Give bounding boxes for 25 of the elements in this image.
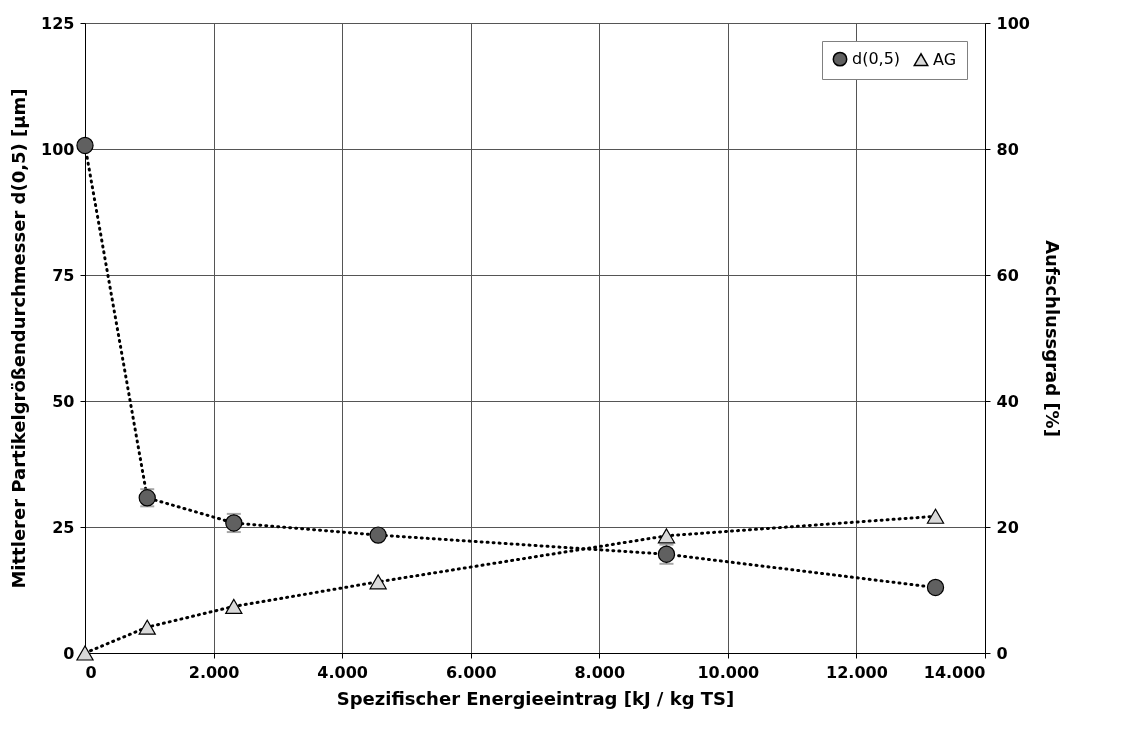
y-tick-label: 100: [41, 139, 75, 159]
y-tick-label: 25: [52, 517, 75, 537]
y2-tick-label: 80: [996, 139, 1019, 159]
y-axis-title: Mittlerer Partikelgrößendurchmesser d(0,5) [µm]: [8, 88, 30, 589]
legend-label: d(0,5): [852, 49, 901, 69]
y2-tick-label: 60: [996, 265, 1019, 285]
y2-tick-label: 20: [996, 517, 1019, 537]
y2-tick-label: 40: [996, 391, 1019, 411]
y-tick-label: 125: [41, 13, 75, 33]
x-tick-label: 10.000: [697, 662, 760, 682]
x-tick-label: 8.000: [574, 662, 626, 682]
x-tick-label: 6.000: [445, 662, 497, 682]
x-tick-label: 2.000: [188, 662, 240, 682]
y2-tick-label: 0: [996, 643, 1008, 663]
y-tick-label: 0: [63, 643, 75, 663]
x-axis-title: Spezifischer Energieeintrag [kJ / kg TS]: [336, 687, 735, 709]
legend-label: AG: [933, 49, 957, 69]
x-tick-label: 0: [85, 662, 97, 682]
y2-axis-title: Aufschlussgrad [%]: [1041, 240, 1063, 437]
x-tick-label: 4.000: [317, 662, 368, 682]
y-tick-label: 75: [52, 265, 75, 285]
y2-tick-label: 100: [996, 13, 1030, 33]
x-tick-label: 12.000: [826, 662, 888, 682]
x-tick-label: 14.000: [923, 662, 986, 682]
y-tick-label: 50: [52, 391, 75, 411]
